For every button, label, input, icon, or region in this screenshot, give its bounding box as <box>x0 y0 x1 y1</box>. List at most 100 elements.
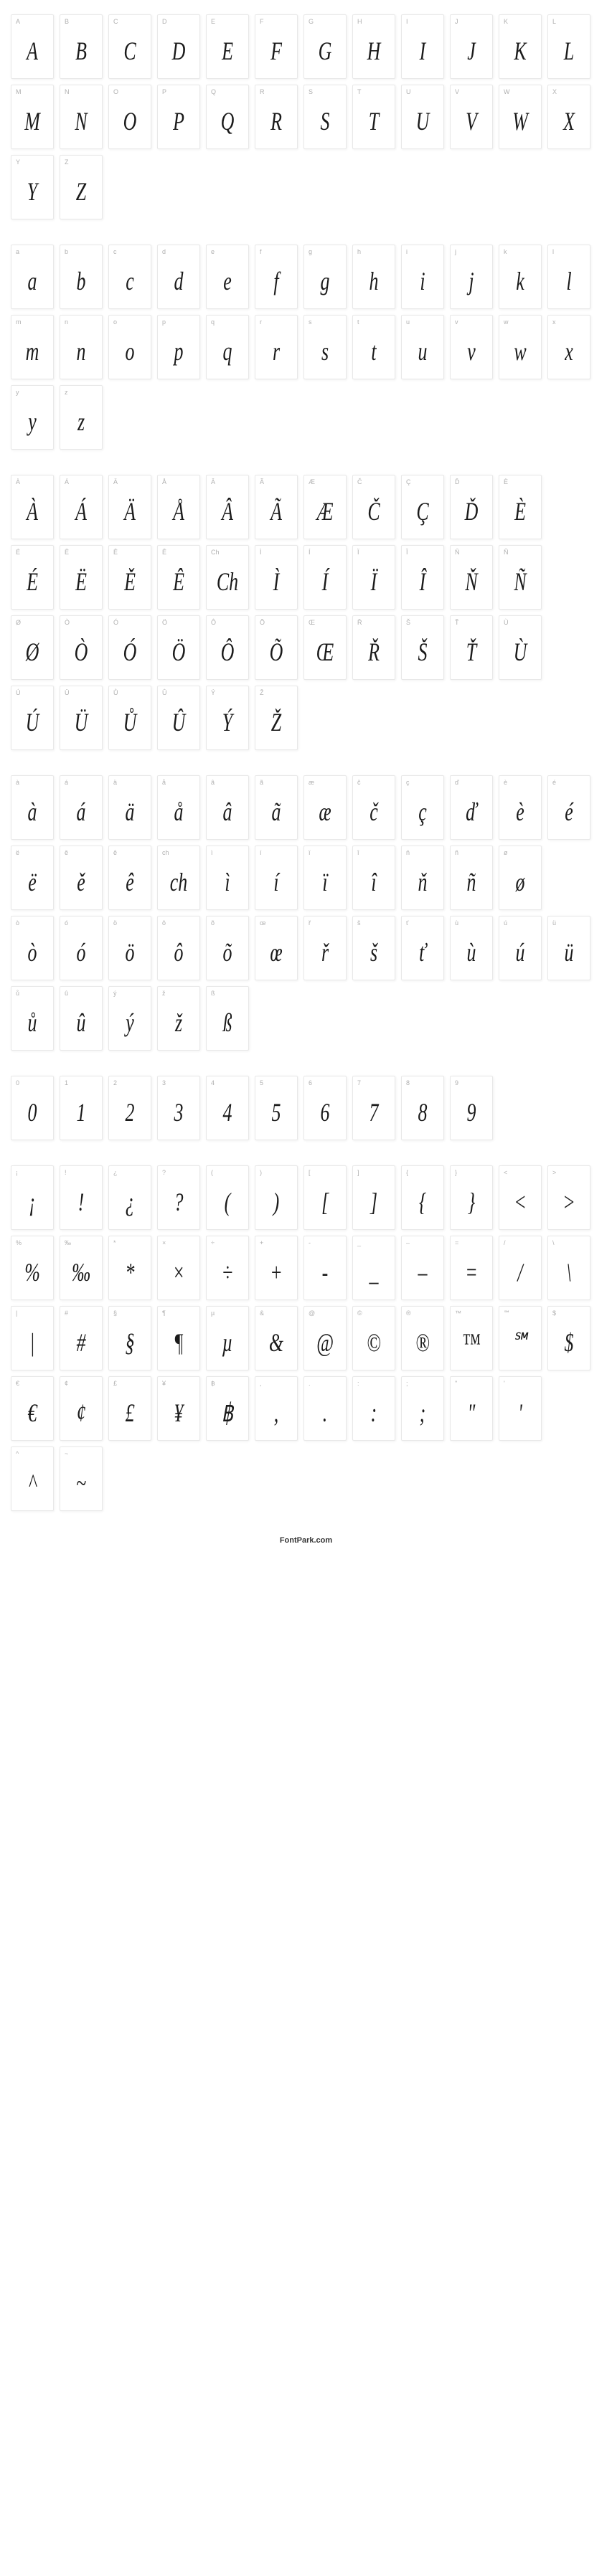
glyph-card[interactable]: AA <box>11 14 54 79</box>
glyph-card[interactable]: == <box>450 1236 493 1300</box>
glyph-card[interactable]: mm <box>11 315 54 379</box>
glyph-card[interactable]: jj <box>450 245 493 309</box>
glyph-card[interactable]: ÇÇ <box>401 475 444 539</box>
glyph-card[interactable]: 66 <box>303 1076 347 1140</box>
glyph-card[interactable]: HH <box>352 14 395 79</box>
glyph-card[interactable]: áá <box>60 775 103 840</box>
glyph-card[interactable]: || <box>11 1306 54 1370</box>
glyph-card[interactable]: ww <box>499 315 542 379</box>
glyph-card[interactable]: åå <box>157 775 200 840</box>
glyph-card[interactable]: ÄÄ <box>108 475 151 539</box>
glyph-card[interactable]: tt <box>352 315 395 379</box>
glyph-card[interactable]: àà <box>11 775 54 840</box>
glyph-card[interactable]: ëë <box>11 846 54 910</box>
glyph-card[interactable]: ZZ <box>60 155 103 219</box>
glyph-card[interactable]: ®® <box>401 1306 444 1370</box>
glyph-card[interactable]: ÝÝ <box>206 686 249 750</box>
glyph-card[interactable]: LL <box>547 14 590 79</box>
glyph-card[interactable]: OO <box>108 85 151 149</box>
glyph-card[interactable]: čč <box>352 775 395 840</box>
glyph-card[interactable]: ÜÜ <box>60 686 103 750</box>
glyph-card[interactable]: %% <box>11 1236 54 1300</box>
glyph-card[interactable]: ßß <box>206 986 249 1051</box>
glyph-card[interactable]: §§ <box>108 1306 151 1370</box>
glyph-card[interactable]: ]] <box>352 1165 395 1230</box>
glyph-card[interactable]: ‰‰ <box>60 1236 103 1300</box>
glyph-card[interactable]: UU <box>401 85 444 149</box>
glyph-card[interactable]: ŇŇ <box>450 545 493 610</box>
glyph-card[interactable]: vv <box>450 315 493 379</box>
glyph-card[interactable]: __ <box>352 1236 395 1300</box>
glyph-card[interactable]: ++ <box>255 1236 298 1300</box>
glyph-card[interactable]: ii <box>401 245 444 309</box>
glyph-card[interactable]: JJ <box>450 14 493 79</box>
glyph-card[interactable]: ÚÚ <box>11 686 54 750</box>
glyph-card[interactable]: ïï <box>303 846 347 910</box>
glyph-card[interactable]: XX <box>547 85 590 149</box>
glyph-card[interactable]: '' <box>499 1376 542 1441</box>
glyph-card[interactable]: řř <box>303 916 347 980</box>
glyph-card[interactable]: ââ <box>206 775 249 840</box>
glyph-card[interactable]: ÀÀ <box>11 475 54 539</box>
glyph-card[interactable]: ùù <box>450 916 493 980</box>
glyph-card[interactable]: ææ <box>303 775 347 840</box>
glyph-card[interactable]: QQ <box>206 85 249 149</box>
glyph-card[interactable]: €€ <box>11 1376 54 1441</box>
glyph-card[interactable]: YY <box>11 155 54 219</box>
glyph-card[interactable]: ÑÑ <box>499 545 542 610</box>
glyph-card[interactable]: èè <box>499 775 542 840</box>
glyph-card[interactable]: (( <box>206 1165 249 1230</box>
glyph-card[interactable]: ÊÊ <box>157 545 200 610</box>
glyph-card[interactable]: yy <box>11 385 54 450</box>
glyph-card[interactable]: ìì <box>206 846 249 910</box>
glyph-card[interactable]: NN <box>60 85 103 149</box>
glyph-card[interactable]: –– <box>401 1236 444 1300</box>
glyph-card[interactable]: @@ <box>303 1306 347 1370</box>
glyph-card[interactable]: FF <box>255 14 298 79</box>
glyph-card[interactable]: 44 <box>206 1076 249 1140</box>
glyph-card[interactable]: ÕÕ <box>255 615 298 680</box>
glyph-card[interactable]: ËË <box>60 545 103 610</box>
glyph-card[interactable]: ~~ <box>60 1446 103 1511</box>
glyph-card[interactable]: ## <box>60 1306 103 1370</box>
glyph-card[interactable]: WW <box>499 85 542 149</box>
glyph-card[interactable]: ¢¢ <box>60 1376 103 1441</box>
glyph-card[interactable]: ¿¿ <box>108 1165 151 1230</box>
glyph-card[interactable]: çç <box>401 775 444 840</box>
glyph-card[interactable]: bb <box>60 245 103 309</box>
glyph-card[interactable]: )) <box>255 1165 298 1230</box>
glyph-card[interactable]: üü <box>547 916 590 980</box>
glyph-card[interactable]: kk <box>499 245 542 309</box>
glyph-card[interactable]: nn <box>60 315 103 379</box>
glyph-card[interactable]: ÛÛ <box>157 686 200 750</box>
glyph-card[interactable]: óó <box>60 916 103 980</box>
glyph-card[interactable]: dd <box>157 245 200 309</box>
glyph-card[interactable]: 22 <box>108 1076 151 1140</box>
glyph-card[interactable]: SS <box>303 85 347 149</box>
glyph-card[interactable]: ÍÍ <box>303 545 347 610</box>
glyph-card[interactable]: ôô <box>157 916 200 980</box>
glyph-card[interactable]: ℠℠ <box>499 1306 542 1370</box>
glyph-card[interactable]: ^^ <box>11 1446 54 1511</box>
glyph-card[interactable]: // <box>499 1236 542 1300</box>
glyph-card[interactable]: xx <box>547 315 590 379</box>
glyph-card[interactable]: [[ <box>303 1165 347 1230</box>
glyph-card[interactable]: ŠŠ <box>401 615 444 680</box>
glyph-card[interactable]: BB <box>60 14 103 79</box>
glyph-card[interactable]: šš <box>352 916 395 980</box>
glyph-card[interactable]: ŤŤ <box>450 615 493 680</box>
glyph-card[interactable]: 77 <box>352 1076 395 1140</box>
glyph-card[interactable]: ČČ <box>352 475 395 539</box>
glyph-card[interactable]: ää <box>108 775 151 840</box>
glyph-card[interactable]: << <box>499 1165 542 1230</box>
glyph-card[interactable]: ÂÂ <box>206 475 249 539</box>
glyph-card[interactable]: MM <box>11 85 54 149</box>
glyph-card[interactable]: µµ <box>206 1306 249 1370</box>
glyph-card[interactable]: ,, <box>255 1376 298 1441</box>
glyph-card[interactable]: ûû <box>60 986 103 1051</box>
glyph-card[interactable]: ?? <box>157 1165 200 1230</box>
glyph-card[interactable]: ff <box>255 245 298 309</box>
glyph-card[interactable]: 99 <box>450 1076 493 1140</box>
glyph-card[interactable]: ÷÷ <box>206 1236 249 1300</box>
glyph-card[interactable]: chch <box>157 846 200 910</box>
